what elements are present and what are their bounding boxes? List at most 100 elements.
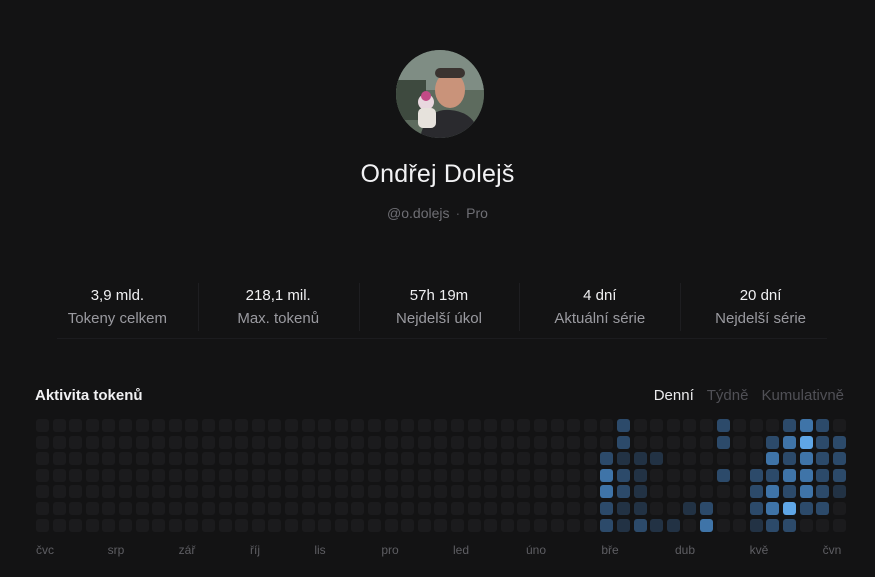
heatmap-cell [783,469,796,482]
heatmap-cell [185,452,198,465]
heatmap-cell [351,502,364,515]
heatmap-cell [783,519,796,532]
month-label: říj [250,543,260,557]
heatmap-cell [733,419,746,432]
heatmap-cell [800,419,813,432]
heatmap-cell [318,452,331,465]
heatmap-cell [484,519,497,532]
month-label: lis [314,543,326,557]
heatmap-cell [468,419,481,432]
heatmap-cell [584,519,597,532]
heatmap-cell [185,419,198,432]
heatmap-cell [401,502,414,515]
heatmap-cell [700,519,713,532]
heatmap-cell [285,502,298,515]
heatmap-cell [385,419,398,432]
stat-label: Aktuální série [554,310,646,327]
heatmap-cell [152,436,165,449]
heatmap-cell [185,485,198,498]
heatmap-cell [534,485,547,498]
heatmap-cell [119,502,132,515]
heatmap-cell [600,436,613,449]
heatmap-cell [717,469,730,482]
heatmap-cell [683,452,696,465]
tab-daily[interactable]: Denní [653,387,694,404]
heatmap-cell [169,419,182,432]
heatmap-cell [634,519,647,532]
heatmap-cell [468,469,481,482]
heatmap-cell [584,436,597,449]
heatmap-cell [169,519,182,532]
stat-longest-task: 57h 19m Nejdelší úkol [358,279,520,337]
heatmap-cell [650,419,663,432]
heatmap-cell [385,485,398,498]
heatmap-cell [368,436,381,449]
heatmap-cell [53,419,66,432]
heatmap-cell [451,502,464,515]
heatmap-cell [600,469,613,482]
heatmap-cell [517,419,530,432]
heatmap-cell [169,452,182,465]
heatmap-cell [634,419,647,432]
heatmap-cell [318,419,331,432]
heatmap-cell [800,469,813,482]
avatar[interactable] [396,50,484,138]
profile-meta: @o.dolejs · Pro [0,205,875,221]
heatmap-cell [650,452,663,465]
tab-cumulative[interactable]: Kumulativně [761,387,844,404]
heatmap-cell [86,469,99,482]
tab-weekly[interactable]: Týdně [706,387,749,404]
heatmap-cell [484,469,497,482]
heatmap-cell [202,419,215,432]
heatmap-cell [302,469,315,482]
heatmap-cell [252,436,265,449]
heatmap-cell [567,502,580,515]
heatmap-cell [501,436,514,449]
heatmap-cell [617,485,630,498]
heatmap-cell [833,519,846,532]
heatmap-cell [534,452,547,465]
heatmap-cell [600,519,613,532]
heatmap-cell [418,519,431,532]
heatmap-cell [235,452,248,465]
heatmap-cell [102,419,115,432]
heatmap-cell [268,485,281,498]
heatmap-cell [119,452,132,465]
heatmap-cell [717,436,730,449]
stat-value: 20 dní [739,287,782,304]
heatmap-cell [69,436,82,449]
heatmap-cell [302,452,315,465]
heatmap-cell [401,485,414,498]
heatmap-cell [302,519,315,532]
heatmap-cell [136,419,149,432]
heatmap-cell [285,485,298,498]
heatmap-cell [600,419,613,432]
month-labels: čvc srp zář říj lis pro led úno bře dub … [0,543,875,559]
heatmap-cell [302,485,315,498]
heatmap-cell [501,485,514,498]
stat-longest-streak: 20 dní Nejdelší série [680,279,841,337]
heatmap-cell [650,502,663,515]
heatmap-cell [816,452,829,465]
heatmap-cell [667,436,680,449]
heatmap-cell [69,519,82,532]
heatmap-cell [434,469,447,482]
heatmap-cell [53,469,66,482]
heatmap-cell [102,485,115,498]
heatmap-cell [534,502,547,515]
heatmap-cell [451,452,464,465]
heatmap-cell [401,419,414,432]
heatmap-cell [152,519,165,532]
heatmap-cell [700,452,713,465]
heatmap-cell [750,502,763,515]
heatmap-cell [700,419,713,432]
stat-total-tokens: 3,9 mld. Tokeny celkem [37,279,198,337]
heatmap-cell [268,436,281,449]
heatmap-cell [169,469,182,482]
stat-label: Nejdelší úkol [396,310,482,327]
heatmap-cell [185,519,198,532]
heatmap-cell [700,469,713,482]
month-label: pro [381,543,399,557]
heatmap-cell [368,469,381,482]
heatmap-cell [517,519,530,532]
